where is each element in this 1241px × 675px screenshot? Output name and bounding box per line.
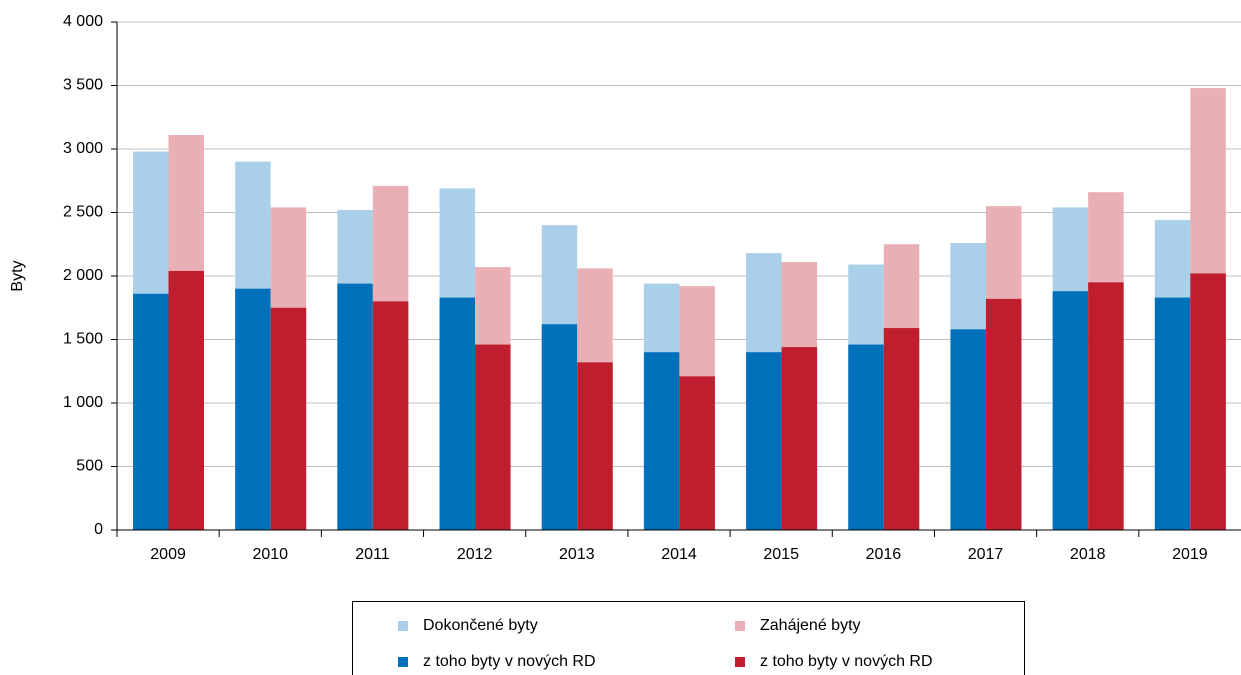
y-tick-label: 3 000	[63, 140, 103, 157]
bar	[1052, 291, 1089, 530]
bar	[577, 362, 613, 530]
bar	[848, 344, 884, 530]
bar	[541, 324, 578, 530]
x-tick-label: 2010	[252, 546, 288, 563]
x-tick-label: 2017	[968, 546, 1004, 563]
bar	[337, 283, 373, 530]
bar	[168, 270, 204, 530]
bar	[439, 297, 476, 530]
x-tick-label: 2018	[1070, 546, 1106, 563]
bar	[372, 301, 409, 530]
x-tick-label: 2015	[763, 546, 799, 563]
bar	[235, 288, 271, 530]
bar	[679, 376, 715, 530]
y-tick-label: 1 500	[63, 331, 103, 348]
legend-swatch	[735, 657, 745, 667]
bar	[475, 344, 511, 530]
bar	[1154, 297, 1191, 530]
bar	[781, 347, 818, 530]
bar	[643, 352, 680, 530]
x-tick-label: 2014	[661, 546, 697, 563]
x-tick-label: 2011	[355, 546, 390, 563]
bar	[270, 307, 307, 530]
legend-swatch	[735, 621, 745, 631]
legend-label: Dokončené byty	[423, 617, 538, 634]
bar	[746, 352, 782, 530]
y-tick-label: 2 000	[63, 267, 103, 284]
bar	[950, 329, 986, 530]
legend-label: z toho byty v nových RD	[760, 653, 933, 670]
bar	[985, 298, 1022, 530]
legend-swatch	[398, 621, 408, 631]
x-tick-label: 2013	[559, 546, 595, 563]
legend-label: z toho byty v nových RD	[423, 653, 596, 670]
x-tick-label: 2009	[150, 546, 186, 563]
y-tick-label: 0	[94, 521, 103, 538]
bar	[133, 293, 169, 530]
x-tick-label: 2019	[1172, 546, 1208, 563]
y-tick-label: 2 500	[63, 204, 103, 221]
y-axis-label: Byty	[9, 260, 26, 291]
bar	[1088, 282, 1124, 530]
x-tick-label: 2012	[457, 546, 493, 563]
y-tick-label: 4 000	[63, 13, 103, 30]
x-tick-label: 2016	[866, 546, 902, 563]
legend-box	[352, 601, 1025, 675]
y-tick-label: 1 000	[63, 394, 103, 411]
legend-swatch	[398, 657, 408, 667]
y-tick-label: 500	[76, 458, 103, 475]
legend-label: Zahájené byty	[760, 617, 861, 634]
y-tick-label: 3 500	[63, 77, 103, 94]
bar	[883, 328, 920, 530]
bar	[1190, 273, 1226, 530]
